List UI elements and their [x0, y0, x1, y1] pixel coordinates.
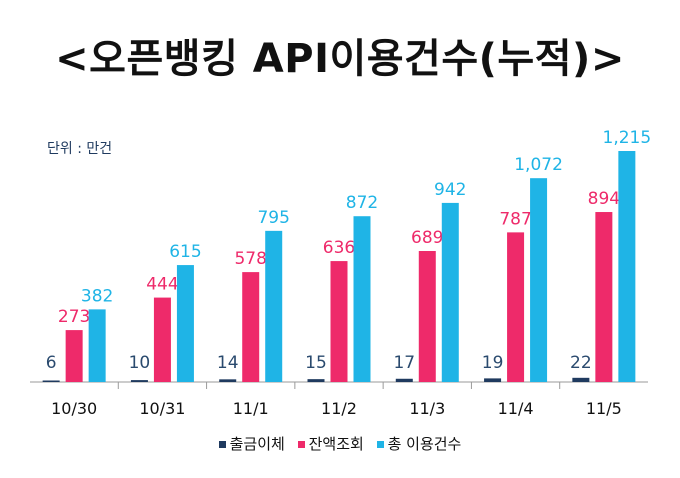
bar-11-4-series-1 — [507, 232, 525, 382]
x-tick-label-11-3: 11/3 — [409, 399, 445, 418]
data-label-11-4-series-0: 19 — [482, 353, 504, 373]
data-label-10-30-series-1: 273 — [58, 307, 90, 327]
data-label-11-4-series-1: 787 — [499, 209, 531, 229]
data-label-10-31-series-2: 615 — [169, 242, 201, 262]
data-label-11-2-series-0: 15 — [305, 353, 327, 373]
data-label-11-1-series-2: 795 — [257, 208, 289, 228]
bar-11-2-series-2 — [353, 216, 371, 382]
bar-11-4-series-0 — [484, 378, 502, 382]
chart-title: <오픈뱅킹 API이용건수(누적)> — [55, 36, 625, 82]
data-label-11-2-series-1: 636 — [323, 238, 355, 258]
bar-11-1-series-1 — [242, 272, 260, 382]
unit-label: 단위 : 만건 — [47, 141, 113, 157]
data-label-11-1-series-1: 578 — [234, 249, 266, 269]
bar-11-2-series-0 — [307, 379, 325, 382]
legend-label-withdrawal: 출금이체 — [229, 435, 285, 453]
data-label-11-5-series-2: 1,215 — [603, 128, 652, 148]
x-tick-label-11-2: 11/2 — [321, 399, 357, 418]
bar-10-30-series-2 — [88, 309, 106, 382]
bar-11-3-series-0 — [395, 378, 413, 382]
data-label-11-5-series-0: 22 — [570, 353, 592, 373]
bar-11-3-series-1 — [418, 251, 436, 382]
legend-swatch-balance — [297, 441, 305, 448]
data-label-11-3-series-0: 17 — [393, 353, 415, 373]
legend-label-total: 총 이용건수 — [387, 435, 462, 453]
x-tick-label-10-30: 10/30 — [51, 399, 97, 418]
legend-swatch-withdrawal — [218, 441, 226, 448]
data-label-10-30-series-0: 6 — [46, 353, 57, 373]
legend-label-balance: 잔액조회 — [308, 435, 364, 453]
bar-10-31-series-2 — [176, 265, 194, 382]
data-label-11-4-series-2: 1,072 — [514, 155, 563, 175]
bar-11-2-series-1 — [330, 261, 348, 382]
data-label-11-3-series-2: 942 — [434, 180, 466, 200]
x-tick-label-10-31: 10/31 — [139, 399, 185, 418]
data-label-11-3-series-1: 689 — [411, 228, 443, 248]
x-tick-label-11-5: 11/5 — [586, 399, 622, 418]
bar-10-31-series-1 — [153, 297, 171, 382]
data-label-11-5-series-1: 894 — [588, 189, 620, 209]
legend-item-total: 총 이용건수 — [376, 433, 462, 454]
bar-10-30-series-1 — [65, 330, 83, 382]
data-label-10-31-series-1: 444 — [146, 275, 178, 295]
bar-10-31-series-0 — [130, 380, 148, 382]
bar-11-1-series-2 — [265, 230, 283, 382]
legend: 출금이체 잔액조회 총 이용건수 — [0, 433, 680, 454]
data-label-11-2-series-2: 872 — [346, 193, 378, 213]
data-label-11-1-series-0: 14 — [217, 353, 239, 373]
bar-10-30-series-0 — [42, 380, 60, 382]
legend-item-balance: 잔액조회 — [297, 433, 364, 454]
legend-item-withdrawal: 출금이체 — [218, 433, 285, 454]
bar-11-3-series-2 — [441, 202, 459, 382]
legend-swatch-total — [376, 441, 384, 448]
x-tick-label-11-4: 11/4 — [498, 399, 534, 418]
x-tick-label-11-1: 11/1 — [233, 399, 269, 418]
bar-11-1-series-0 — [219, 379, 237, 382]
bar-11-5-series-0 — [572, 377, 590, 382]
bar-11-5-series-1 — [595, 212, 613, 382]
bar-11-5-series-2 — [618, 151, 636, 382]
bar-11-4-series-2 — [530, 178, 548, 382]
data-label-10-30-series-2: 382 — [81, 286, 113, 306]
data-label-10-31-series-0: 10 — [129, 353, 151, 373]
